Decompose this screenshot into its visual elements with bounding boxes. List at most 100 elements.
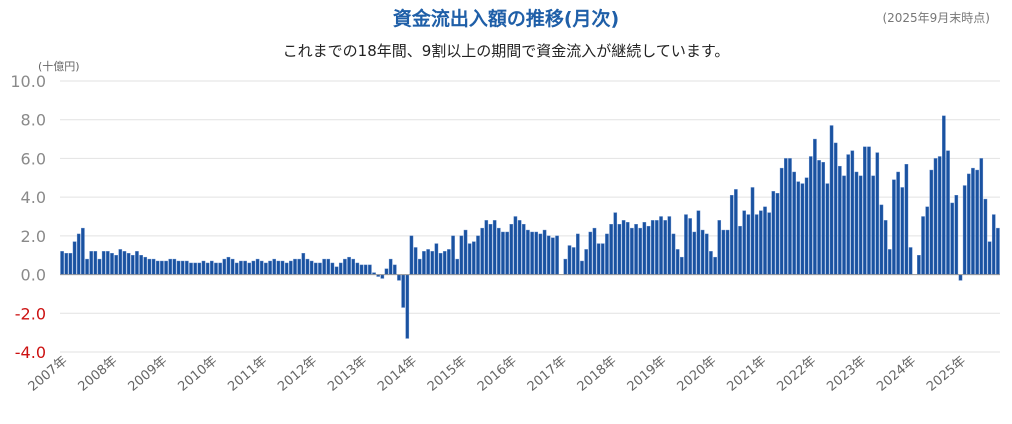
- bar: [684, 214, 688, 275]
- x-tick-label: 2020年: [675, 354, 720, 395]
- bar: [858, 175, 863, 275]
- bar: [97, 258, 102, 275]
- bar: [368, 264, 372, 275]
- bar: [567, 245, 572, 275]
- bar: [592, 227, 597, 275]
- bar: [883, 220, 888, 275]
- bar: [779, 167, 784, 275]
- bar: [584, 249, 588, 275]
- x-tick-label: 2016年: [475, 354, 520, 395]
- bar: [76, 233, 81, 275]
- bar: [268, 260, 272, 275]
- bar: [284, 262, 289, 275]
- y-tick-label: 10.0: [10, 72, 46, 91]
- bar: [476, 235, 480, 275]
- y-tick-label: 6.0: [21, 149, 46, 168]
- bar: [950, 202, 954, 275]
- bar: [991, 214, 996, 275]
- bar: [863, 146, 867, 275]
- bar: [297, 258, 301, 275]
- bar: [197, 262, 202, 275]
- bar: [314, 262, 318, 275]
- bar: [413, 247, 418, 275]
- bar: [218, 262, 222, 275]
- bar: [318, 262, 322, 275]
- x-tick-label: 2010年: [175, 354, 220, 395]
- y-tick-label: 0.0: [21, 266, 46, 285]
- bar: [846, 154, 850, 275]
- bar: [210, 260, 214, 275]
- bar: [854, 171, 859, 275]
- bar: [775, 193, 780, 275]
- bar: [467, 243, 472, 275]
- bar: [513, 216, 518, 275]
- bar: [967, 173, 971, 275]
- bar: [380, 274, 385, 279]
- bar: [692, 231, 697, 275]
- bar: [646, 225, 651, 275]
- bar: [180, 260, 185, 275]
- bar: [409, 235, 414, 275]
- bar: [601, 243, 605, 275]
- bar: [521, 224, 526, 275]
- bar: [480, 227, 484, 275]
- bar: [172, 258, 177, 275]
- bar: [613, 212, 618, 275]
- bar: [829, 125, 834, 275]
- bar: [908, 247, 913, 275]
- bar: [330, 262, 335, 275]
- bar: [305, 258, 310, 275]
- bar: [625, 222, 630, 275]
- bar: [405, 274, 410, 339]
- bar: [962, 185, 967, 275]
- bar: [717, 220, 722, 275]
- bar: [742, 210, 746, 275]
- bar: [151, 258, 156, 275]
- y-tick-label: -4.0: [15, 343, 46, 362]
- bar: [101, 251, 106, 275]
- bar: [808, 156, 813, 275]
- bar: [817, 160, 821, 275]
- bar: [825, 183, 830, 275]
- bar: [214, 262, 218, 275]
- bar: [309, 260, 314, 275]
- bar: [759, 210, 763, 275]
- bar: [850, 150, 855, 275]
- bar: [642, 222, 647, 275]
- bar: [530, 231, 534, 275]
- bar: [388, 258, 393, 275]
- bar: [189, 262, 193, 275]
- y-tick-label: 8.0: [21, 111, 46, 130]
- bar: [185, 260, 189, 275]
- bar: [767, 212, 771, 275]
- bar: [322, 258, 326, 275]
- bar: [842, 175, 846, 275]
- bar: [418, 258, 422, 275]
- bar: [176, 260, 181, 275]
- bar: [359, 264, 364, 275]
- bar: [800, 183, 805, 275]
- bar: [255, 258, 260, 275]
- bar: [534, 231, 539, 275]
- bar: [734, 189, 738, 275]
- bar: [917, 255, 921, 275]
- bar: [272, 258, 276, 275]
- bar: [293, 258, 297, 275]
- bar: [555, 235, 559, 275]
- bar: [879, 204, 884, 275]
- bar: [929, 169, 934, 275]
- bar: [838, 165, 842, 275]
- bar: [472, 241, 476, 275]
- bar: [983, 198, 988, 275]
- bar: [72, 241, 77, 275]
- bar: [401, 274, 405, 308]
- bar: [576, 233, 580, 275]
- bar: [871, 175, 875, 275]
- bar: [438, 253, 443, 275]
- x-tick-label: 2018年: [575, 354, 620, 395]
- bar: [347, 256, 351, 275]
- bar: [892, 179, 896, 275]
- bar: [81, 227, 85, 275]
- bar: [526, 229, 530, 275]
